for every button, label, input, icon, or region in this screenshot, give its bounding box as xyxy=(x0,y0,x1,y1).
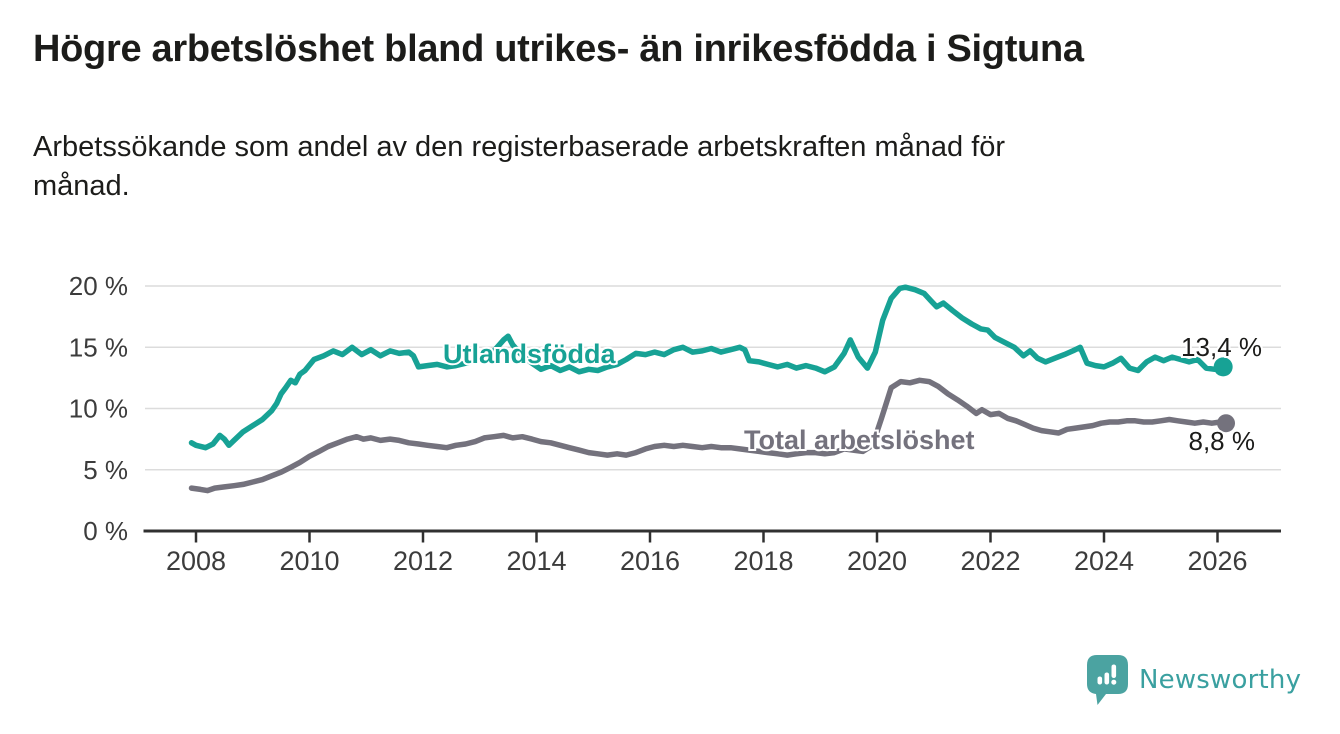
y-tick-label: 20 % xyxy=(69,271,128,301)
newsworthy-logo: Newsworthy xyxy=(1087,654,1302,705)
x-tick-label: 2012 xyxy=(393,546,453,576)
series-label-utlandsfodda: Utlandsfödda xyxy=(443,339,616,369)
series-label-total: Total arbetslöshet xyxy=(744,425,975,455)
chart-subtitle: Arbetssökande som andel av den registerb… xyxy=(33,131,1006,202)
series-end-dot-total xyxy=(1217,414,1236,433)
line-chart: 0 % 5 % 10 % 15 % 20 % 2008 2010 2012 2014 2016 20… xyxy=(69,271,1281,576)
x-tick-label: 2014 xyxy=(506,546,566,576)
y-tick-label: 0 % xyxy=(83,516,128,546)
y-tick-label: 10 % xyxy=(69,394,128,424)
x-tick-label: 2026 xyxy=(1187,546,1247,576)
x-tick-label: 2022 xyxy=(960,546,1020,576)
x-tick-label: 2024 xyxy=(1074,546,1134,576)
speech-bubble-bar-chart-icon xyxy=(1087,654,1128,705)
x-tick-label: 2020 xyxy=(847,546,907,576)
x-tick-label: 2016 xyxy=(620,546,680,576)
series-line-utlandsfodda xyxy=(188,284,1226,451)
x-tick-label: 2010 xyxy=(279,546,339,576)
series-end-dot-utlandsfodda xyxy=(1213,357,1233,377)
page-title: Högre arbetslöshet bland utrikes- än inr… xyxy=(33,28,1084,70)
x-tick-label: 2018 xyxy=(733,546,793,576)
y-tick-label: 15 % xyxy=(69,332,128,362)
series-end-value-total: 8,8 % xyxy=(1189,426,1256,456)
series-line-total xyxy=(188,377,1229,494)
x-tick-label: 2008 xyxy=(166,546,226,576)
series-end-value-utlandsfodda: 13,4 % xyxy=(1181,332,1262,362)
y-tick-label: 5 % xyxy=(83,455,128,485)
logo-wordmark: Newsworthy xyxy=(1139,665,1302,695)
